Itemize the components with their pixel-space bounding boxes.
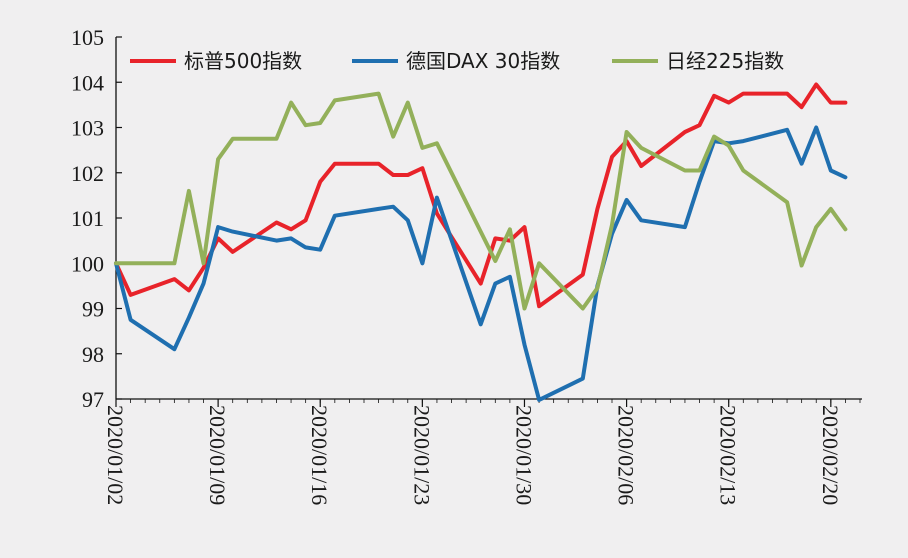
y-tick-label: 103 [71, 116, 104, 141]
legend-label: 标普500指数 [184, 49, 302, 73]
x-tick-label: 2020/02/20 [818, 405, 843, 505]
legend-label: 日经225指数 [666, 49, 784, 73]
y-tick-label: 100 [71, 251, 104, 276]
axes: 97 98 99 100 101 102 103 104 105 2020/01/02 2020/0… [71, 25, 862, 505]
y-tick-label: 99 [82, 297, 104, 322]
x-tick-label: 2020/01/23 [409, 405, 434, 505]
x-tick-label: 2020/01/09 [205, 405, 230, 505]
legend-label: 德国DAX 30指数 [406, 49, 560, 73]
y-tick-label: 101 [71, 206, 104, 231]
x-tick-label: 2020/01/02 [103, 405, 128, 505]
y-tick-label: 104 [71, 70, 104, 95]
series-line-2 [114, 125, 848, 402]
y-tick-label: 97 [82, 387, 104, 412]
x-tick-label: 2020/01/30 [511, 405, 536, 505]
x-tick-label: 2020/02/06 [614, 405, 639, 505]
legend: 标普500指数 德国DAX 30指数 日经225指数 [130, 49, 784, 73]
y-tick-label: 105 [71, 25, 104, 50]
y-tick-label: 98 [82, 342, 104, 367]
series-line-3 [114, 91, 848, 311]
legend-item-3: 日经225指数 [612, 49, 784, 73]
x-tick-label: 2020/02/13 [716, 405, 741, 505]
x-tick-label: 2020/01/16 [307, 405, 332, 505]
series-layer [114, 82, 848, 402]
series-line-1 [114, 82, 848, 309]
y-tick-label: 102 [71, 161, 104, 186]
legend-item-1: 标普500指数 [130, 49, 302, 73]
legend-item-2: 德国DAX 30指数 [352, 49, 560, 73]
